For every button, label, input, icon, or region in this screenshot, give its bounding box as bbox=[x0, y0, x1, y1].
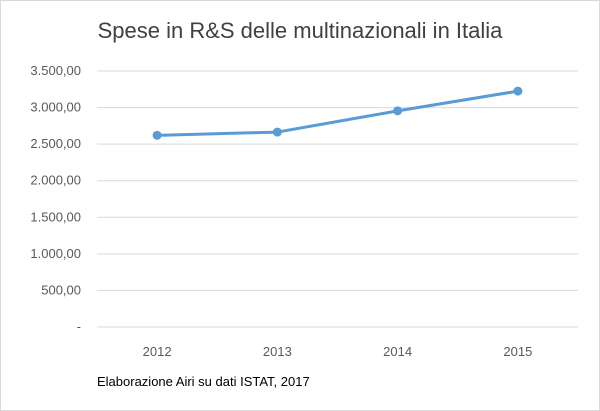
gridlines bbox=[97, 70, 578, 328]
y-tick-label: 1.500,00 bbox=[30, 209, 81, 224]
y-axis-tick-labels: - 500,00 1.000,00 1.500,00 2.000,00 2.500,00 3… bbox=[30, 63, 81, 334]
x-tick-label: 2013 bbox=[263, 344, 292, 359]
y-tick-label: 3.500,00 bbox=[30, 63, 81, 78]
x-tick-label: 2015 bbox=[503, 344, 532, 359]
y-tick-label: 2.500,00 bbox=[30, 136, 81, 151]
source-note: Elaborazione Airi su dati ISTAT, 2017 bbox=[97, 374, 310, 389]
x-tick-label: 2012 bbox=[143, 344, 172, 359]
chart-title: Spese in R&S delle multinazionali in Ita… bbox=[97, 18, 503, 43]
series-line-group bbox=[152, 86, 523, 140]
y-tick-label: 1.000,00 bbox=[30, 246, 81, 261]
y-tick-label: 2.000,00 bbox=[30, 173, 81, 188]
x-tick-label: 2014 bbox=[383, 344, 412, 359]
x-axis-tick-labels: 2012 2013 2014 2015 bbox=[143, 344, 533, 359]
data-point bbox=[272, 127, 282, 137]
y-tick-label: - bbox=[77, 319, 81, 334]
data-point bbox=[152, 130, 162, 140]
data-point bbox=[513, 86, 523, 96]
y-tick-label: 500,00 bbox=[41, 282, 81, 297]
data-point bbox=[393, 106, 403, 116]
series-line bbox=[155, 89, 520, 137]
y-tick-label: 3.000,00 bbox=[30, 100, 81, 115]
